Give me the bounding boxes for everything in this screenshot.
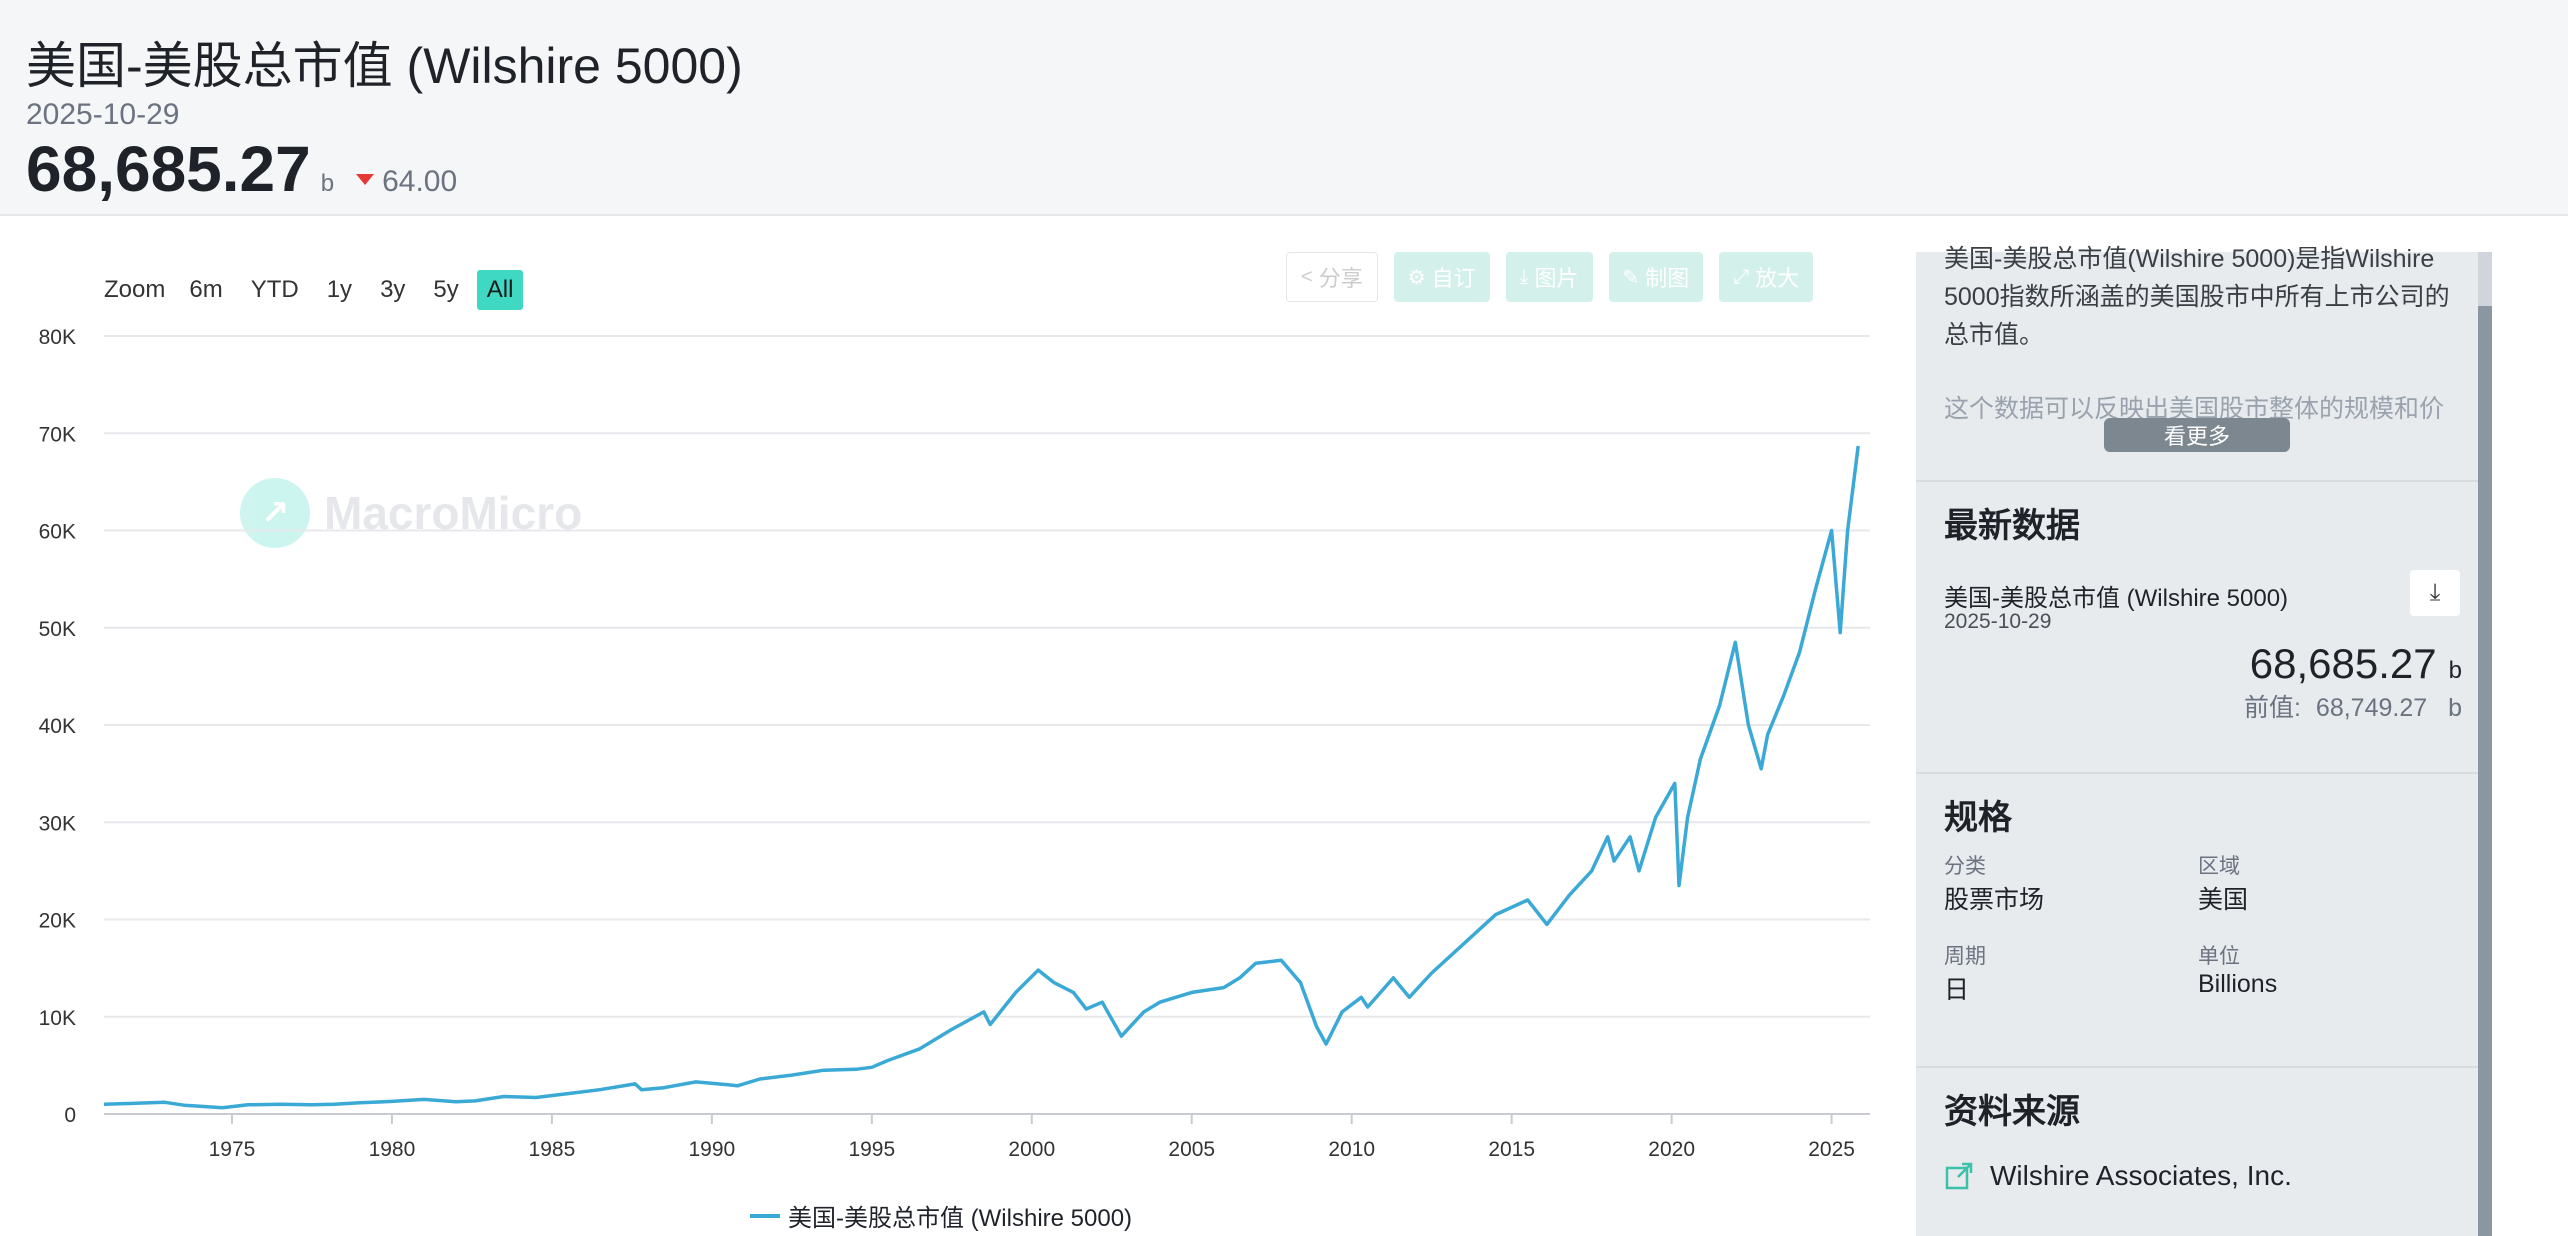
current-unit: b <box>320 170 335 197</box>
expand-icon: ⤢ <box>1733 265 1750 288</box>
x-tick-label: 2015 <box>1488 1138 1535 1161</box>
side-panel: 美国-美股总市值(Wilshire 5000)是指Wilshire 5000指数… <box>1916 245 2480 1236</box>
period-label: 周期 <box>1944 945 1986 968</box>
range-ytd-button[interactable]: YTD <box>250 276 299 303</box>
legend-label: 美国-美股总市值 (Wilshire 5000) <box>788 1205 1133 1232</box>
pencil-icon: ✎ <box>1622 266 1640 289</box>
range-selector: Zoom 6m YTD 1y 3y 5y All <box>104 270 531 310</box>
x-tick-label: 1975 <box>209 1138 256 1161</box>
chart-toolbar: < 分享 ⚙ 自订 ⤓ 图片 ✎ 制图 ⤢ 放大 <box>1286 252 1829 302</box>
y-tick-label: 0 <box>64 1104 76 1127</box>
y-axis-ticks: 0 10K 20K 30K 40K 50K 60K 70K 80K <box>39 326 76 1127</box>
unit-value: Billions <box>2198 970 2278 998</box>
gear-icon: ⚙ <box>1407 266 1426 289</box>
x-axis-ticks: 1975 1980 1985 1990 1995 2000 2005 2010 2015 2020… <box>209 1114 1855 1161</box>
region-value: 美国 <box>2198 886 2249 914</box>
current-value: 68,685.27 <box>26 133 311 205</box>
header-date: 2025-10-29 <box>26 98 180 131</box>
share-icon: < <box>1301 265 1313 288</box>
latest-value-unit: b <box>2448 657 2462 684</box>
down-triangle-icon <box>356 174 375 185</box>
y-tick-label: 20K <box>39 910 76 933</box>
x-tick-label: 2020 <box>1648 1138 1695 1161</box>
share-button[interactable]: < 分享 <box>1286 252 1378 302</box>
share-label: 分享 <box>1318 266 1363 291</box>
expand-label: 放大 <box>1755 266 1800 291</box>
previous-value: 前值: 68,749.27 b <box>2244 688 2462 724</box>
download-icon: ⤓ <box>1519 265 1529 288</box>
expand-button[interactable]: ⤢ 放大 <box>1719 252 1814 302</box>
description: 美国-美股总市值(Wilshire 5000)是指Wilshire 5000指数… <box>1944 240 2454 464</box>
y-tick-label: 40K <box>39 715 76 738</box>
range-all-button[interactable]: All <box>476 270 524 310</box>
draw-label: 制图 <box>1645 266 1690 291</box>
zoom-label: Zoom <box>104 276 166 303</box>
latest-date: 2025-10-29 <box>1944 610 2052 633</box>
chart-series <box>103 445 1860 1110</box>
category-value: 股票市场 <box>1944 886 2045 914</box>
y-tick-label: 80K <box>39 326 76 349</box>
range-6m-button[interactable]: 6m <box>189 276 223 303</box>
spec-title: 规格 <box>1944 799 2012 837</box>
draw-button[interactable]: ✎ 制图 <box>1608 252 1704 302</box>
x-tick-label: 1980 <box>369 1138 416 1161</box>
y-tick-label: 50K <box>39 618 76 641</box>
previous-number: 68,749.27 <box>2315 694 2428 722</box>
y-tick-label: 30K <box>39 812 76 835</box>
description-text: 美国-美股总市值(Wilshire 5000)是指Wilshire 5000指数… <box>1944 245 2450 349</box>
side-scrollbar-thumb[interactable] <box>2478 306 2492 1236</box>
region-label: 区域 <box>2198 855 2240 878</box>
x-tick-label: 1985 <box>529 1138 576 1161</box>
download-icon: ⤓ <box>2429 579 2441 606</box>
y-tick-label: 70K <box>39 423 76 446</box>
external-link-icon <box>1945 1162 1973 1190</box>
chart-grid <box>104 335 1870 1115</box>
divider <box>1916 480 2480 482</box>
side-scrollbar[interactable] <box>2478 252 2492 1236</box>
x-tick-label: 2005 <box>1168 1138 1215 1161</box>
download-button[interactable]: ⤓ <box>2410 570 2460 616</box>
image-button[interactable]: ⤓ 图片 <box>1505 252 1593 302</box>
x-tick-label: 1990 <box>689 1138 736 1161</box>
source-link[interactable]: Wilshire Associates, Inc. <box>1944 1160 2292 1192</box>
x-tick-label: 1995 <box>848 1138 895 1161</box>
y-tick-label: 10K <box>39 1007 76 1030</box>
divider <box>1916 772 2480 774</box>
page-header: 美国-美股总市值 (Wilshire 5000) 2025-10-29 68,6… <box>0 0 2568 216</box>
macromicro-logo-icon: ↗ <box>240 478 310 548</box>
image-label: 图片 <box>1534 266 1579 291</box>
see-more-button[interactable]: 看更多 <box>2104 418 2290 452</box>
source-title: 资料来源 <box>1944 1093 2080 1131</box>
range-3y-button[interactable]: 3y <box>380 276 406 303</box>
page-title: 美国-美股总市值 (Wilshire 5000) <box>26 38 743 94</box>
range-1y-button[interactable]: 1y <box>326 276 353 303</box>
source-name: Wilshire Associates, Inc. <box>1990 1160 2292 1191</box>
previous-label: 前值: <box>2244 694 2301 722</box>
header-value-row: 68,685.27 b 64.00 <box>26 132 457 206</box>
latest-data-title: 最新数据 <box>1944 507 2080 545</box>
chart-legend[interactable]: 美国-美股总市值 (Wilshire 5000) <box>750 1198 1132 1233</box>
x-tick-label: 2025 <box>1808 1138 1855 1161</box>
x-tick-label: 2010 <box>1328 1138 1375 1161</box>
chart-area: Zoom 6m YTD 1y 3y 5y All < 分享 ⚙ 自订 ⤓ 图片 … <box>0 218 1910 1236</box>
latest-value-number: 68,685.27 <box>2249 640 2437 687</box>
previous-unit: b <box>2448 694 2462 722</box>
unit-label: 单位 <box>2198 945 2240 968</box>
customize-label: 自订 <box>1431 266 1476 291</box>
legend-swatch <box>750 1213 780 1218</box>
change-value: 64.00 <box>382 165 458 198</box>
range-5y-button[interactable]: 5y <box>433 276 459 303</box>
latest-value: 68,685.27 b <box>2250 640 2462 688</box>
latest-series-name: 美国-美股总市值 (Wilshire 5000) <box>1944 585 2289 612</box>
divider <box>1916 1066 2480 1068</box>
period-value: 日 <box>1944 976 1970 1004</box>
series-line[interactable] <box>103 445 1860 1110</box>
y-tick-label: 60K <box>39 521 76 544</box>
customize-button[interactable]: ⚙ 自订 <box>1393 252 1490 302</box>
category-label: 分类 <box>1944 855 1986 878</box>
x-tick-label: 2000 <box>1008 1138 1055 1161</box>
